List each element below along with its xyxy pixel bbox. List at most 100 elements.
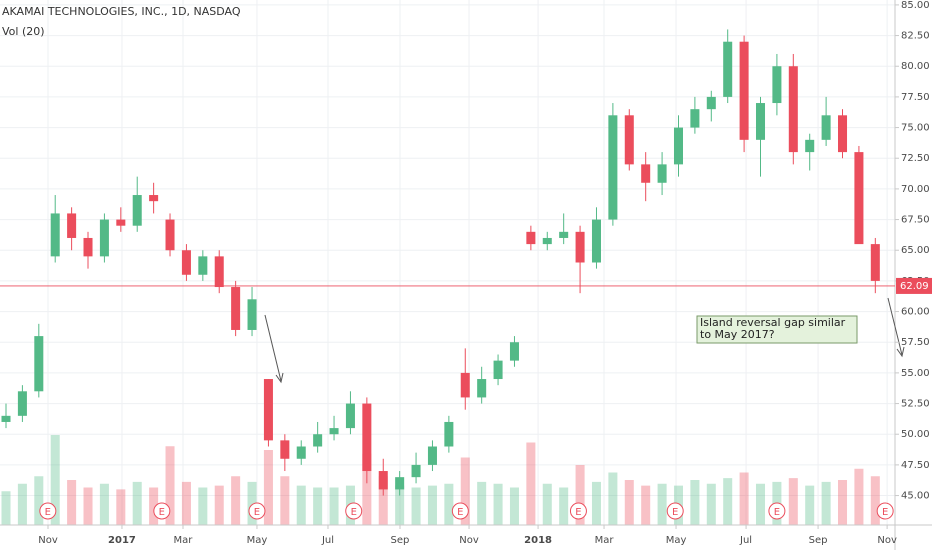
volume-bar: [509, 487, 519, 525]
candle-body: [198, 256, 208, 275]
volume-bar: [411, 487, 421, 525]
earnings-marker: [569, 502, 587, 520]
x-tick-label: Mar: [174, 535, 194, 546]
x-tick-label: Nov: [877, 535, 897, 546]
x-tick-label: Sep: [391, 535, 410, 546]
candle-body: [99, 219, 109, 257]
chart-title: AKAMAI TECHNOLOGIES, INC., 1D, NASDAQ: [2, 5, 241, 18]
earnings-label: E: [575, 507, 581, 518]
candle-body: [263, 379, 273, 441]
candle-body: [214, 256, 224, 288]
earnings-label: E: [457, 507, 463, 518]
candle-body: [67, 213, 77, 238]
candle-body: [559, 231, 569, 238]
candle-body: [50, 213, 60, 257]
candle-body: [755, 103, 766, 140]
candle-body: [509, 342, 519, 361]
volume-bar: [247, 481, 257, 525]
volume-bar: [231, 476, 241, 525]
volume-bar: [198, 487, 208, 525]
candle-body: [149, 195, 159, 202]
y-tick-label: 85.00: [901, 0, 930, 11]
volume-bar: [116, 489, 126, 525]
volume-bar: [165, 446, 175, 525]
candle-body: [17, 391, 27, 416]
candle-body: [493, 360, 503, 380]
candle-body: [231, 287, 241, 330]
candle-body: [1, 415, 11, 422]
candle-body: [673, 127, 684, 165]
y-tick-label: 60.00: [901, 307, 930, 318]
candle-body: [34, 336, 44, 392]
volume-bar: [50, 435, 60, 525]
y-tick-label: 67.50: [901, 215, 930, 226]
candle-body: [329, 428, 339, 435]
candle-body: [526, 231, 536, 245]
y-tick-label: 77.50: [901, 92, 930, 103]
volume-bar: [821, 481, 831, 525]
candle-body: [624, 115, 634, 165]
last-price-box: [896, 277, 932, 294]
candle-body: [854, 152, 864, 245]
candle-body: [838, 115, 848, 153]
candle-body: [247, 299, 257, 330]
volume-bar: [99, 483, 109, 525]
y-tick-label: 47.50: [901, 460, 930, 471]
earnings-marker: [666, 502, 684, 520]
candle-body: [706, 96, 716, 110]
volume-bar: [739, 472, 749, 525]
earnings-marker: [345, 502, 363, 520]
volume-bar: [132, 481, 142, 525]
annotation-box: [696, 315, 858, 344]
x-tick-label: Mar: [595, 535, 615, 546]
volume-bar: [17, 483, 27, 525]
candle-body: [345, 403, 355, 429]
volume-bar: [624, 480, 634, 525]
x-tick-label: Sep: [809, 535, 828, 546]
candle-body: [772, 66, 782, 104]
volume-bar: [788, 478, 798, 525]
candle-body: [395, 477, 405, 490]
volume-bar: [559, 487, 569, 525]
candle-body: [362, 403, 372, 472]
volume-bar: [67, 480, 77, 525]
y-tick-label: 45.00: [901, 491, 930, 502]
annotation-text: Island reversal gap similar to May 2017?: [700, 317, 846, 341]
y-tick-label: 55.00: [901, 368, 930, 379]
earnings-marker: [248, 502, 266, 520]
last-price-label: 62.09: [900, 281, 929, 292]
earnings-label: E: [254, 507, 260, 518]
x-tick-label: May: [247, 535, 268, 546]
x-tick-label: 2017: [108, 535, 136, 546]
arrow: [887, 297, 903, 356]
volume-bar: [641, 485, 651, 525]
earnings-marker: [768, 502, 786, 520]
plot-area: [0, 0, 895, 525]
y-tick-label: 70.00: [901, 184, 930, 195]
candle-body: [460, 372, 470, 398]
earnings-label: E: [351, 507, 357, 518]
y-tick-label: 65.00: [901, 245, 930, 256]
earnings-label: E: [672, 507, 678, 518]
candle-body: [411, 464, 421, 478]
volume-bar: [280, 476, 290, 525]
x-tick-label: 2018: [524, 535, 552, 546]
arrow: [264, 314, 282, 382]
volume-bar: [362, 453, 372, 525]
volume-bar: [755, 483, 766, 525]
earnings-marker: [39, 502, 57, 520]
volume-bar: [575, 465, 585, 525]
volume-label: Vol (20): [2, 25, 45, 38]
volume-bar: [296, 485, 306, 525]
x-tick-label: Jul: [739, 535, 752, 546]
x-tick-label: Nov: [38, 535, 58, 546]
y-tick-label: 50.00: [901, 429, 930, 440]
earnings-marker: [876, 502, 894, 520]
earnings-marker: [153, 502, 171, 520]
volume-bar: [542, 483, 552, 525]
candle-body: [181, 250, 191, 275]
candle-body: [657, 164, 667, 183]
candle-body: [608, 115, 618, 220]
x-tick-label: Jul: [321, 535, 334, 546]
